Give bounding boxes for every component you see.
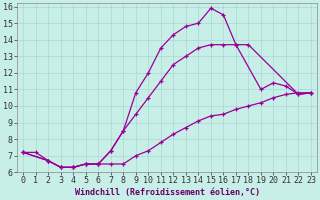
X-axis label: Windchill (Refroidissement éolien,°C): Windchill (Refroidissement éolien,°C) — [75, 188, 260, 197]
